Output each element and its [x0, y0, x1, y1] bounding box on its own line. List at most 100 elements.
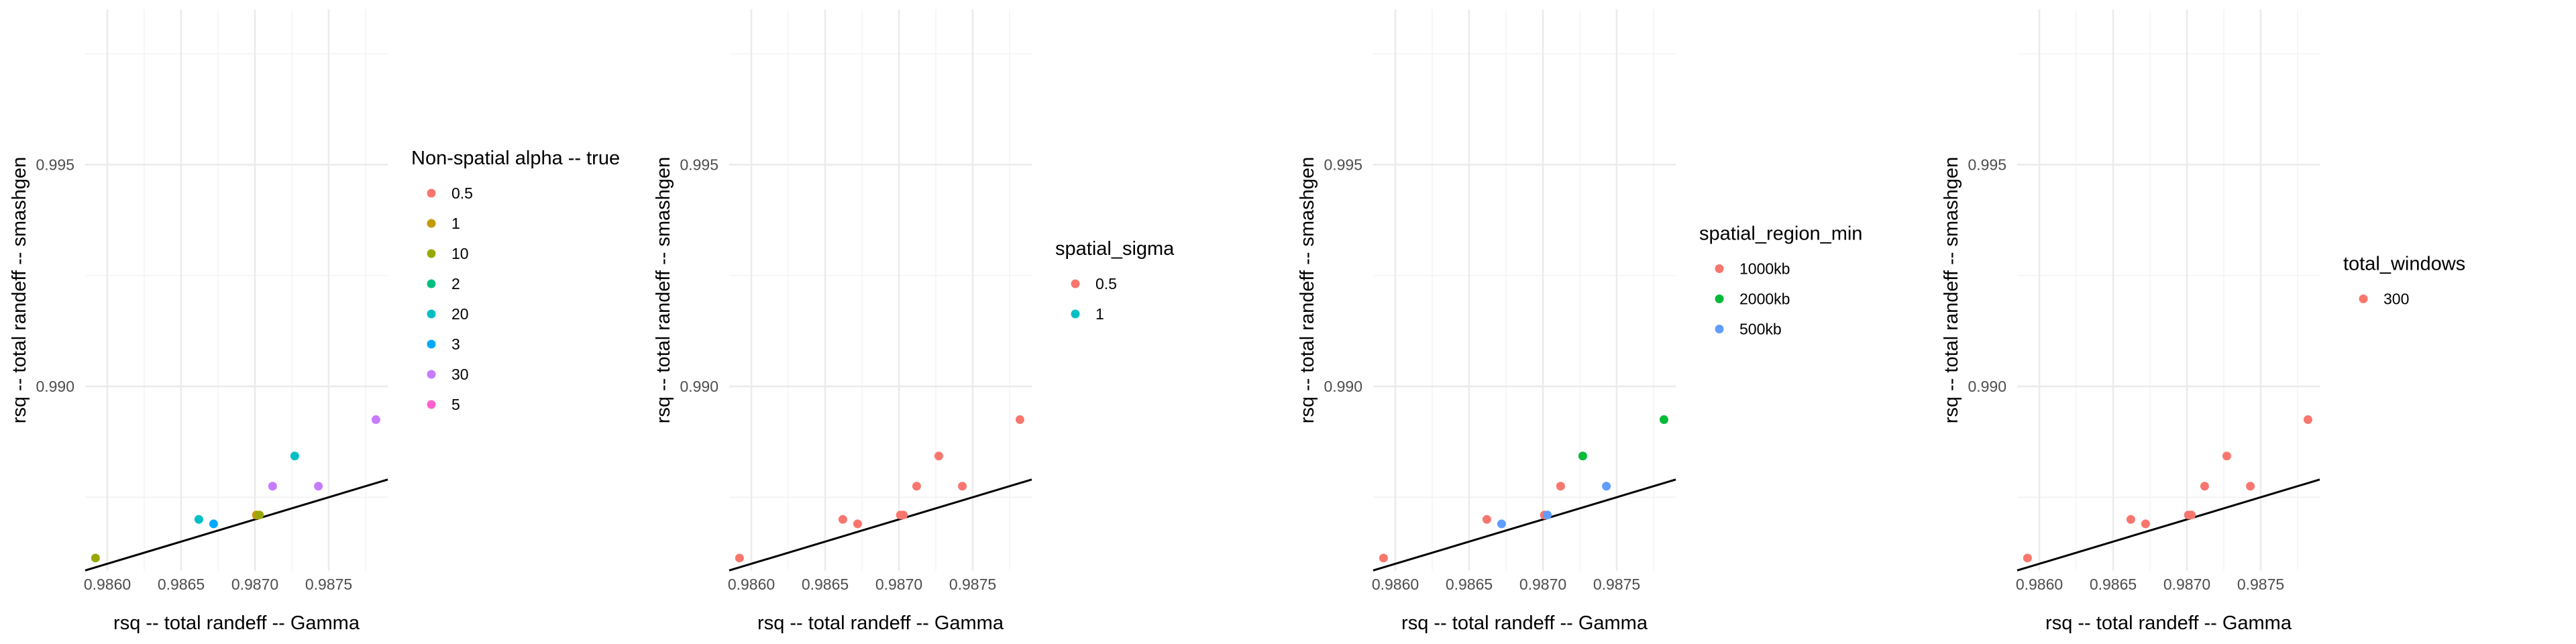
x-tick-label: 0.9875 [2237, 576, 2284, 593]
data-point [371, 415, 380, 425]
legend-label: 2000kb [1739, 290, 1790, 308]
data-point [209, 519, 218, 529]
x-tick-label: 0.9870 [875, 576, 922, 593]
reference-line [729, 478, 1032, 572]
legend-label: 500kb [1739, 321, 1782, 338]
legend-key [1715, 294, 1724, 303]
data-point [899, 511, 908, 520]
legend-key [427, 219, 436, 228]
data-point [2023, 553, 2032, 563]
x-tick-label: 0.9865 [802, 576, 849, 593]
legend-label: 1000kb [1739, 260, 1790, 278]
legend-title: Non-spatial alpha -- true [411, 148, 620, 169]
legend-key [427, 189, 436, 198]
legend-label: 1 [451, 215, 460, 232]
y-tick-label: 0.990 [1324, 378, 1362, 395]
x-tick-label: 0.9870 [231, 576, 278, 593]
legend-key [1715, 325, 1724, 333]
data-point [268, 482, 277, 491]
y-tick-label: 0.990 [36, 378, 74, 395]
legend-label: 2 [451, 275, 460, 292]
data-point [853, 519, 862, 529]
legend-key [427, 279, 436, 288]
data-point [1602, 482, 1611, 491]
data-point [1482, 515, 1491, 524]
data-point [2246, 482, 2255, 491]
legend: total_windows 300 [2343, 254, 2465, 308]
x-axis-title: rsq -- total randeff -- Gamma [1401, 612, 1648, 634]
data-point [1659, 415, 1668, 425]
legend-key [1071, 279, 1080, 288]
x-tick-label: 0.9860 [84, 576, 131, 593]
y-axis-title: rsq -- total randeff -- smashgen [1297, 157, 1318, 424]
legend-label: 300 [2383, 290, 2409, 308]
x-tick-label: 0.9875 [305, 576, 352, 593]
legend-key [1071, 309, 1080, 319]
legend-title: total_windows [2343, 254, 2465, 275]
x-axis-title: rsq -- total randeff -- Gamma [757, 612, 1004, 634]
x-tick-label: 0.9875 [949, 576, 996, 593]
y-axis-title: rsq -- total randeff -- smashgen [1941, 157, 1962, 424]
legend-label: 0.5 [1095, 275, 1117, 292]
scatter-panel-4: 0.9860 0.9865 0.9870 0.9875 0.990 0.995 rsq --… [1941, 9, 2465, 634]
legend-key [427, 339, 436, 349]
data-point [290, 451, 299, 461]
data-point [2303, 415, 2312, 425]
legend-label: 1 [1095, 305, 1104, 323]
x-tick-label: 0.9865 [1446, 576, 1493, 593]
data-point [2222, 451, 2231, 461]
data-point [1015, 415, 1024, 425]
y-tick-label: 0.995 [1968, 156, 2006, 173]
y-axis-title: rsq -- total randeff -- smashgen [9, 157, 30, 424]
data-point [1556, 482, 1565, 491]
data-point [1379, 553, 1388, 563]
x-tick-label: 0.9860 [1372, 576, 1419, 593]
x-tick-label: 0.9860 [2016, 576, 2063, 593]
data-point [255, 511, 264, 520]
legend: spatial_sigma 0.5 1 [1055, 238, 1175, 323]
x-tick-label: 0.9860 [728, 576, 775, 593]
y-tick-label: 0.995 [680, 156, 718, 173]
data-point [1578, 451, 1587, 461]
legend-label: 3 [451, 335, 460, 353]
legend-label: 0.5 [451, 184, 473, 202]
legend: spatial_region_min 1000kb 2000kb 500kb [1699, 223, 1862, 338]
legend-title: spatial_region_min [1699, 223, 1862, 245]
legend-label: 20 [451, 305, 469, 323]
legend-key [1715, 264, 1724, 273]
legend-key [427, 309, 436, 319]
data-point [2200, 482, 2209, 491]
legend-key [427, 400, 436, 409]
x-tick-label: 0.9870 [2163, 576, 2210, 593]
x-tick-label: 0.9870 [1519, 576, 1566, 593]
scatter-panel-2: 0.9860 0.9865 0.9870 0.9875 0.990 0.995 rsq --… [653, 9, 1175, 634]
data-point [2187, 511, 2196, 520]
data-point [2126, 515, 2135, 524]
data-point [1497, 519, 1506, 529]
reference-line [2017, 478, 2320, 572]
x-axis-title: rsq -- total randeff -- Gamma [2045, 612, 2292, 634]
x-axis-title: rsq -- total randeff -- Gamma [113, 612, 360, 634]
y-tick-label: 0.990 [1968, 378, 2006, 395]
data-point [194, 515, 203, 524]
data-point [838, 515, 847, 524]
legend-label: 10 [451, 245, 469, 262]
reference-line [85, 478, 388, 572]
y-tick-label: 0.990 [680, 378, 718, 395]
reference-line [1373, 478, 1676, 572]
legend-label: 30 [451, 366, 469, 383]
data-point [314, 482, 323, 491]
data-point [934, 451, 943, 461]
y-tick-label: 0.995 [36, 156, 74, 173]
legend: Non-spatial alpha -- true 0.5 1 10 2 20 3 30 5 [411, 148, 620, 413]
x-tick-label: 0.9865 [2090, 576, 2137, 593]
y-axis-title: rsq -- total randeff -- smashgen [653, 157, 674, 424]
data-point [735, 553, 744, 563]
x-tick-label: 0.9865 [158, 576, 205, 593]
data-point [958, 482, 967, 491]
x-tick-label: 0.9875 [1593, 576, 1640, 593]
y-tick-label: 0.995 [1324, 156, 1362, 173]
legend-label: 5 [451, 396, 460, 413]
data-point [2141, 519, 2150, 529]
